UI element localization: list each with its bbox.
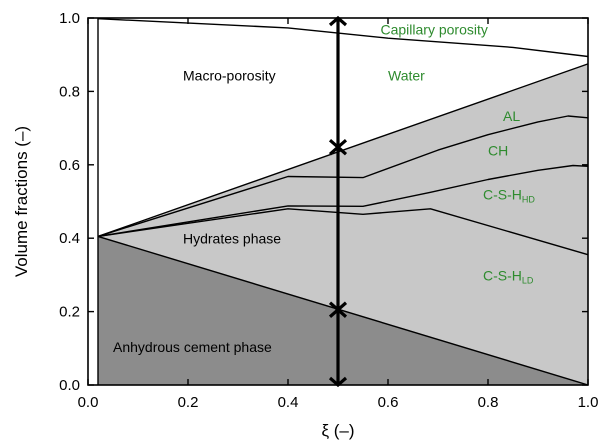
arrow-head-mid-up (328, 307, 348, 318)
arrow-head-mid-up (328, 145, 348, 156)
double-arrow-annotation (328, 15, 348, 388)
y-tick-label: 0.6 (59, 157, 80, 174)
region-labels: Capillary porosity Macro-porosity Water AL C… (113, 22, 535, 355)
csh-ld-label: C-S-HLD (483, 267, 534, 285)
x-axis-ticks: 0.0 0.2 0.4 0.6 0.8 1.0 (78, 18, 599, 411)
anhydrous-cement-label: Anhydrous cement phase (113, 339, 272, 355)
x-tick-label: 0.2 (178, 394, 199, 411)
water_top-line (97, 18, 589, 58)
hydrates-area (98, 63, 588, 386)
c-s-h-ld_top-line (97, 208, 589, 256)
al-label: AL (503, 108, 520, 124)
csh-ld-subscript: LD (522, 275, 534, 285)
boundary-lines (97, 18, 589, 386)
y-tick-label: 0.8 (59, 83, 80, 100)
x-tick-label: 1.0 (578, 394, 599, 411)
macro-porosity-label: Macro-porosity (183, 67, 276, 83)
y-axis-ticks: 0.0 0.2 0.4 0.6 0.8 1.0 (59, 10, 588, 394)
x-tick-label: 0.4 (278, 394, 299, 411)
plot-frame (87, 17, 589, 386)
hydrates-phase-label: Hydrates phase (183, 231, 281, 247)
capillary-porosity-label: Capillary porosity (381, 22, 488, 38)
ch_top-line (97, 115, 589, 238)
x-tick-label: 0.6 (378, 394, 399, 411)
anhydrous_top-line (97, 235, 589, 386)
y-tick-label: 0.0 (59, 377, 80, 394)
csh-hd-subscript: HD (522, 195, 535, 205)
y-tick-label: 1.0 (59, 10, 80, 27)
y-tick-label: 0.2 (59, 304, 80, 321)
x-axis-title: ξ (–) (321, 421, 354, 440)
y-axis-title: Volume fractions (–) (12, 126, 31, 277)
y-tick-label: 0.4 (59, 230, 80, 247)
c-s-h-hd_top-line (97, 164, 589, 238)
x-tick-label: 0.0 (78, 394, 99, 411)
water-label: Water (388, 67, 425, 83)
ch-label: CH (488, 143, 508, 159)
x-tick-label: 0.8 (478, 394, 499, 411)
